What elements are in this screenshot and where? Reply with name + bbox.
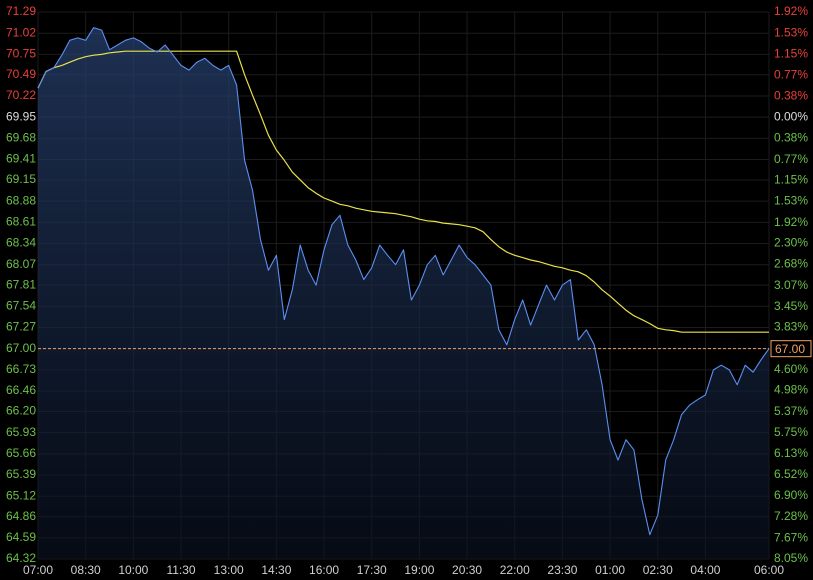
y2-tick-label: 0.38% <box>774 89 808 103</box>
y-tick-label: 64.86 <box>6 509 36 523</box>
y-tick-label: 67.54 <box>6 298 36 312</box>
y-tick-label: 69.95 <box>6 109 36 123</box>
x-tick-label: 02:30 <box>643 563 673 577</box>
y2-tick-label: 1.53% <box>774 26 808 40</box>
x-tick-label: 16:00 <box>309 563 339 577</box>
y-tick-label: 66.46 <box>6 383 36 397</box>
price-area <box>38 27 769 559</box>
last-price-box <box>770 340 812 358</box>
x-tick-label: 06:00 <box>754 563 784 577</box>
y2-tick-label: 3.07% <box>774 278 808 292</box>
y-tick-label: 71.29 <box>6 4 36 18</box>
y-tick-label: 69.68 <box>6 131 36 145</box>
y2-tick-label: 7.28% <box>774 509 808 523</box>
y-tick-label: 70.22 <box>6 88 36 102</box>
y2-tick-label: 1.92% <box>774 215 808 229</box>
y2-tick-label: 4.60% <box>774 362 808 376</box>
y-tick-label: 64.32 <box>6 551 36 565</box>
average-line <box>37 50 769 333</box>
y-tick-label: 67.00 <box>6 341 36 355</box>
y-tick-label: 69.15 <box>6 172 36 186</box>
y-tick-label: 68.34 <box>6 236 36 250</box>
y-tick-label: 66.20 <box>6 404 36 418</box>
y2-tick-label: 1.92% <box>774 4 808 18</box>
y-tick-label: 69.41 <box>6 152 36 166</box>
x-tick-label: 23:30 <box>547 563 577 577</box>
x-tick-label: 10:00 <box>118 563 148 577</box>
y-tick-label: 68.07 <box>6 257 36 271</box>
y-tick-label: 71.02 <box>6 25 36 39</box>
y2-tick-label: 6.52% <box>774 467 808 481</box>
last-price-label: 67.00 <box>775 342 805 356</box>
y2-tick-label: 0.00% <box>774 110 808 124</box>
y2-tick-label: 0.77% <box>774 152 808 166</box>
price-line <box>37 27 770 536</box>
y-tick-label: 67.27 <box>6 320 36 334</box>
y2-tick-label: 5.75% <box>774 425 808 439</box>
x-tick-label: 22:00 <box>500 563 530 577</box>
x-tick-label: 20:30 <box>452 563 482 577</box>
y2-tick-label: 1.53% <box>774 193 808 207</box>
x-tick-label: 04:00 <box>690 563 720 577</box>
x-tick-label: 19:00 <box>404 563 434 577</box>
y2-tick-label: 2.30% <box>774 236 808 250</box>
y-tick-label: 67.81 <box>6 277 36 291</box>
y2-tick-label: 1.15% <box>774 46 808 60</box>
y2-tick-label: 3.83% <box>774 320 808 334</box>
y2-tick-label: 6.13% <box>774 446 808 460</box>
y2-tick-label: 4.98% <box>774 383 808 397</box>
y-tick-label: 66.73 <box>6 362 36 376</box>
y-tick-label: 65.39 <box>6 467 36 481</box>
y2-tick-label: 0.77% <box>774 67 808 81</box>
y2-tick-label: 1.15% <box>774 173 808 187</box>
y2-tick-label: 7.67% <box>774 530 808 544</box>
x-tick-label: 14:30 <box>261 563 291 577</box>
y2-tick-label: 8.05% <box>774 551 808 565</box>
y2-tick-label: 5.37% <box>774 404 808 418</box>
y2-tick-label: 0.38% <box>774 130 808 144</box>
y-tick-label: 64.59 <box>6 530 36 544</box>
y2-tick-label: 3.45% <box>774 299 808 313</box>
y-tick-label: 65.66 <box>6 446 36 460</box>
y2-tick-label: 2.68% <box>774 257 808 271</box>
y-tick-label: 70.49 <box>6 67 36 81</box>
x-tick-label: 11:30 <box>166 563 195 577</box>
x-tick-label: 13:00 <box>214 563 244 577</box>
x-tick-label: 01:00 <box>595 563 625 577</box>
y2-tick-label: 6.90% <box>774 488 808 502</box>
x-tick-label: 17:30 <box>357 563 387 577</box>
x-tick-label: 08:30 <box>71 563 101 577</box>
y-tick-label: 68.61 <box>6 214 36 228</box>
y-tick-label: 70.75 <box>6 47 36 61</box>
y-tick-label: 68.88 <box>6 193 36 207</box>
y-tick-label: 65.93 <box>6 425 36 439</box>
y-tick-label: 65.12 <box>6 488 36 502</box>
x-tick-label: 07:00 <box>23 563 53 577</box>
